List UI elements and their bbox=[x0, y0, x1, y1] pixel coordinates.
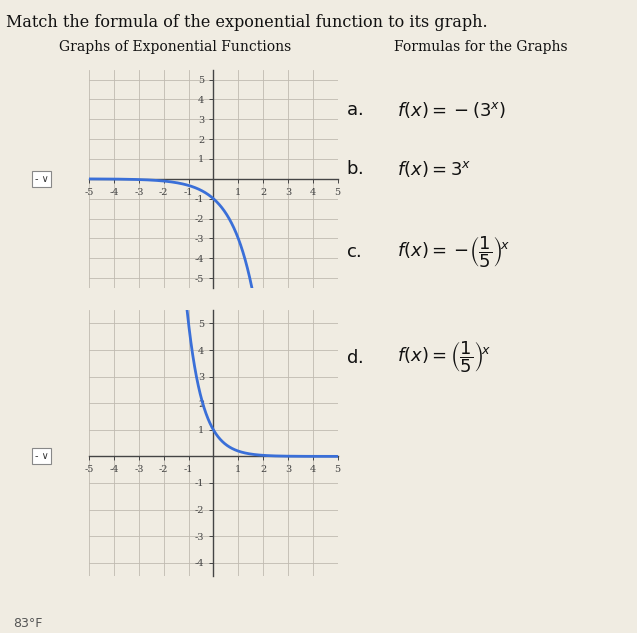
Text: Formulas for the Graphs: Formulas for the Graphs bbox=[394, 41, 568, 54]
Text: - ∨: - ∨ bbox=[34, 451, 48, 461]
Text: Match the formula of the exponential function to its graph.: Match the formula of the exponential fun… bbox=[6, 14, 488, 30]
Text: $f(x) = -\!\left(\dfrac{1}{5}\right)^{\!x}$: $f(x) = -\!\left(\dfrac{1}{5}\right)^{\!… bbox=[397, 234, 510, 270]
Text: $\mathrm{a.}$: $\mathrm{a.}$ bbox=[347, 101, 363, 120]
Text: $\mathrm{b.}$: $\mathrm{b.}$ bbox=[347, 160, 363, 179]
Text: Graphs of Exponential Functions: Graphs of Exponential Functions bbox=[59, 41, 291, 54]
Text: $f(x) = \left(\dfrac{1}{5}\right)^{\!x}$: $f(x) = \left(\dfrac{1}{5}\right)^{\!x}$ bbox=[397, 340, 491, 375]
Text: $f(x) = -(3^x)$: $f(x) = -(3^x)$ bbox=[397, 101, 506, 120]
Text: $f(x) = 3^x$: $f(x) = 3^x$ bbox=[397, 160, 471, 179]
Text: 83°F: 83°F bbox=[13, 617, 42, 630]
Text: $\mathrm{d.}$: $\mathrm{d.}$ bbox=[347, 349, 363, 367]
Text: $\mathrm{c.}$: $\mathrm{c.}$ bbox=[347, 242, 362, 261]
Text: - ∨: - ∨ bbox=[34, 174, 48, 184]
